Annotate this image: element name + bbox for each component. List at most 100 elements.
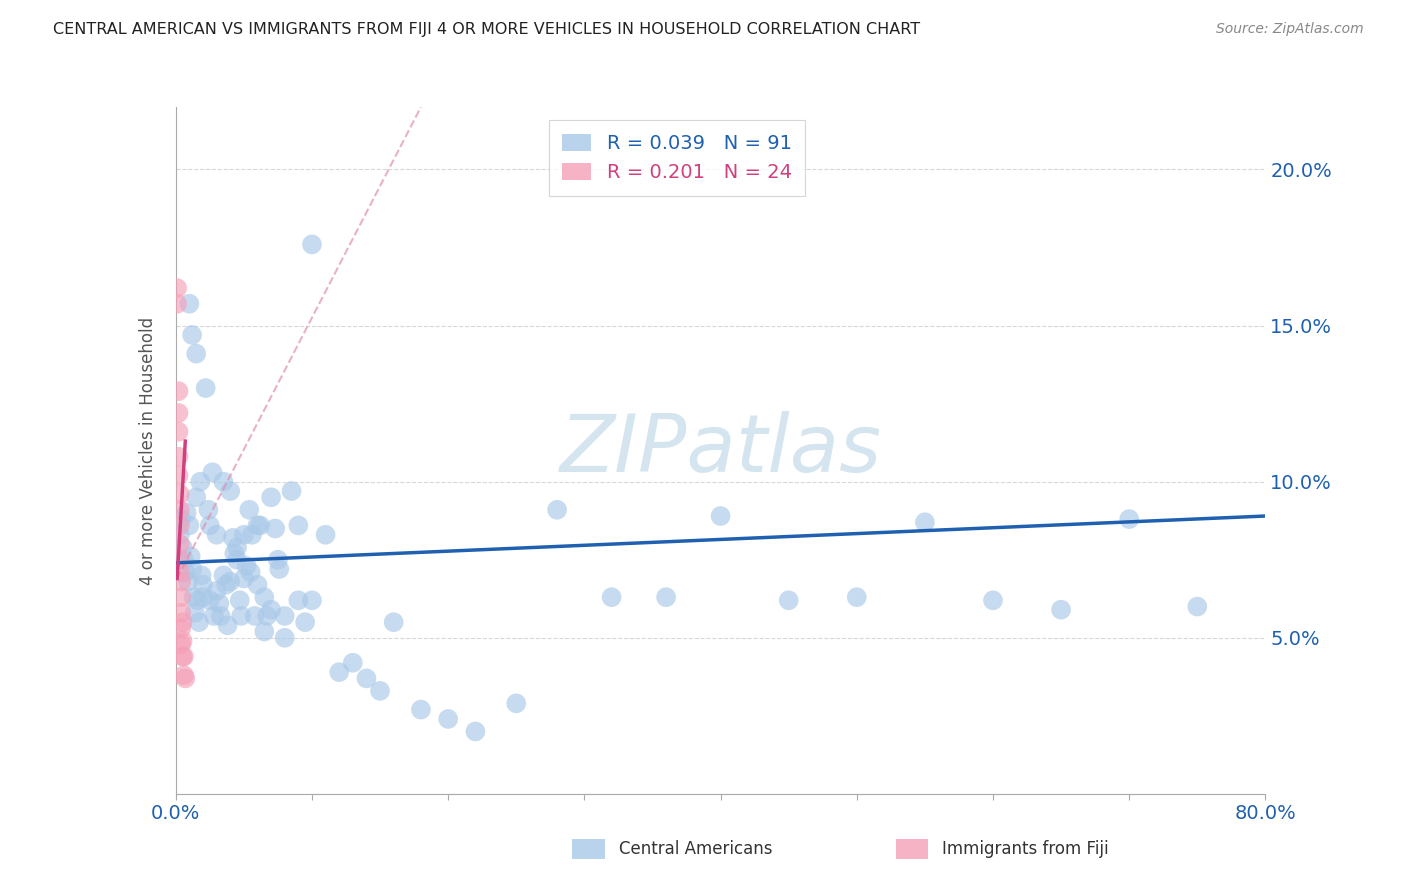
Point [188,475,211,489]
Point [219,574,242,589]
Point [179,518,201,533]
Point [232,527,254,541]
Point [226,552,249,567]
FancyBboxPatch shape [896,839,928,859]
Point [181,328,204,343]
Point [186,346,208,360]
Point [1118,512,1140,526]
Point [201,466,224,480]
Point [342,656,364,670]
Point [239,566,262,580]
Point [170,606,193,620]
Point [172,540,194,554]
Point [169,527,191,541]
Point [246,578,269,592]
Point [328,665,350,680]
Point [209,608,232,623]
Point [167,406,190,420]
Point [169,537,191,551]
Point [205,583,228,598]
Point [235,558,257,574]
Point [170,637,193,651]
Point [173,552,195,567]
Point [294,615,316,630]
Point [181,562,204,576]
Point [437,712,460,726]
Point [778,593,800,607]
Text: ZIPatlas: ZIPatlas [560,411,882,490]
Point [505,696,527,710]
Point [208,596,231,610]
Point [264,521,287,535]
Text: Immigrants from Fiji: Immigrants from Fiji [942,840,1109,858]
Point [229,593,252,607]
Point [198,518,221,533]
Point [280,483,302,498]
Point [173,668,195,682]
Point [226,540,249,554]
Point [232,571,254,585]
Point [212,568,235,582]
Point [176,506,198,520]
Point [169,518,191,533]
Point [287,518,309,533]
Point [231,608,253,623]
Point [169,502,191,516]
Point [409,703,432,717]
Point [180,549,202,564]
Point [274,631,297,645]
Point [177,574,200,589]
Point [267,552,290,567]
Point [269,562,291,576]
Point [217,618,239,632]
Point [186,490,208,504]
Point [710,508,733,523]
Point [260,603,283,617]
Point [174,671,197,685]
Text: CENTRAL AMERICAN VS IMMIGRANTS FROM FIJI 4 OR MORE VEHICLES IN HOUSEHOLD CORRELA: CENTRAL AMERICAN VS IMMIGRANTS FROM FIJI… [53,22,921,37]
Point [240,527,263,541]
Point [600,591,623,605]
Point [174,566,197,580]
Point [169,487,191,501]
Point [845,591,868,605]
Point [238,502,260,516]
Point [187,615,209,630]
FancyBboxPatch shape [572,839,605,859]
Point [166,281,188,295]
Point [301,237,323,252]
Point [167,468,190,483]
Point [172,633,194,648]
Point [260,490,283,504]
Point [914,515,936,529]
Point [167,384,190,398]
Point [1050,603,1073,617]
Point [219,483,242,498]
Point [224,546,246,561]
Point [315,527,337,541]
Point [202,608,225,623]
Point [301,593,323,607]
Point [167,425,190,439]
Point [170,574,193,589]
Point [256,608,278,623]
Point [191,591,214,605]
Point [169,566,191,580]
Point [253,591,276,605]
Point [170,621,193,635]
Point [249,518,271,533]
Point [382,615,405,630]
Point [197,502,219,516]
Point [356,671,378,685]
Point [274,608,297,623]
Point [172,649,194,664]
Point [464,724,486,739]
Point [172,615,194,630]
Point [179,296,201,311]
Point [1187,599,1209,614]
Point [243,608,266,623]
Point [194,381,217,395]
Legend: R = 0.039   N = 91, R = 0.201   N = 24: R = 0.039 N = 91, R = 0.201 N = 24 [548,120,806,196]
Point [246,518,269,533]
Point [215,578,238,592]
